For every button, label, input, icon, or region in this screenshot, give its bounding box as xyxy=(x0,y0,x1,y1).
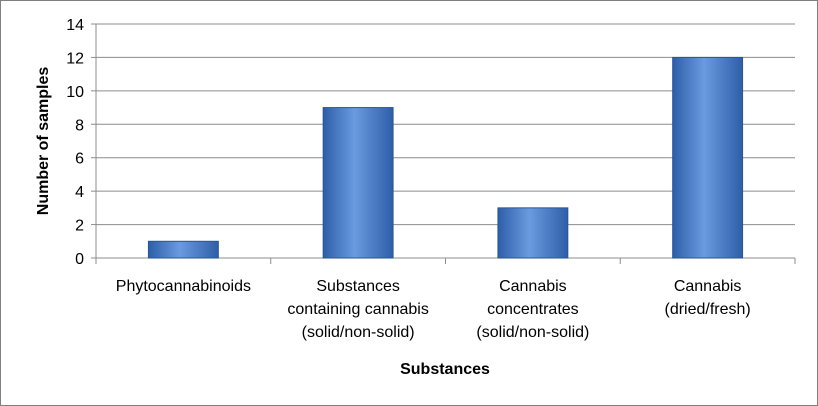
x-axis-title: Substances xyxy=(400,361,490,378)
y-tick-label: 4 xyxy=(75,184,84,201)
y-tick-label: 6 xyxy=(75,151,84,168)
bar xyxy=(322,107,394,259)
y-tick-label: 0 xyxy=(75,251,84,268)
x-category-label: Substances containing cannabis (solid/non-… xyxy=(287,278,428,341)
bars xyxy=(147,56,744,259)
x-category-label-line: (solid/non-solid) xyxy=(476,324,589,341)
x-category-label: Cannabis concentrates (solid/non-solid) xyxy=(476,278,589,341)
x-category-label: Phytocannabinoids xyxy=(116,278,251,295)
x-category-label-line: concentrates xyxy=(487,301,579,318)
y-tick-label: 14 xyxy=(66,17,84,34)
x-category-label-line: (solid/non-solid) xyxy=(302,324,415,341)
x-category-label: Cannabis (dried/fresh) xyxy=(665,278,751,318)
y-tick-label: 8 xyxy=(75,117,84,134)
x-category-label-line: Cannabis xyxy=(674,278,742,295)
x-category-label-line: Phytocannabinoids xyxy=(116,278,251,295)
y-tick-label: 2 xyxy=(75,218,84,235)
y-tick-label: 12 xyxy=(66,50,84,67)
x-category-label-line: (dried/fresh) xyxy=(665,301,751,318)
x-category-label-line: Cannabis xyxy=(499,278,567,295)
y-axis-title: Number of samples xyxy=(35,67,52,216)
x-category-label-line: containing cannabis xyxy=(287,301,428,318)
y-tick-label: 10 xyxy=(66,84,84,101)
y-tick-labels: 0 2 4 6 8 10 12 14 xyxy=(66,17,84,268)
bar xyxy=(147,240,219,259)
x-category-label-line: Substances xyxy=(316,278,400,295)
bar xyxy=(672,56,744,259)
bar xyxy=(497,207,569,259)
x-category-labels: Phytocannabinoids Substances containing ca… xyxy=(116,278,751,341)
